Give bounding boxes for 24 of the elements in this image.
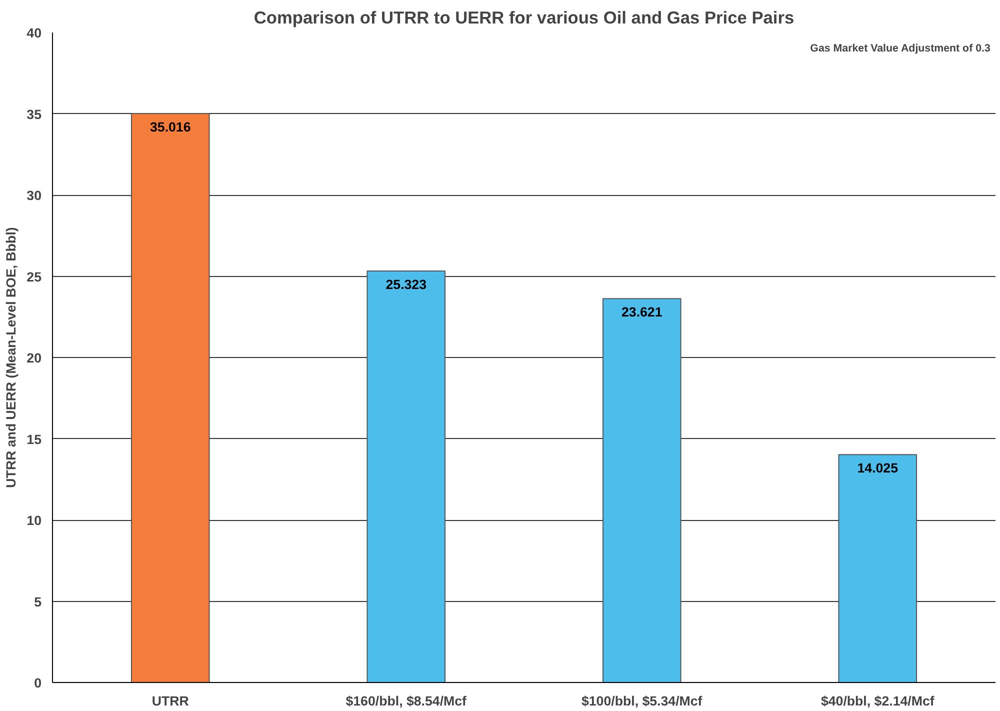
x-tick-label: $40/bbl, $2.14/Mcf <box>820 694 935 708</box>
bar <box>366 270 446 682</box>
y-tick-label: 40 <box>26 26 42 40</box>
y-tick-label: 0 <box>34 676 42 690</box>
x-tick-label: $160/bbl, $8.54/Mcf <box>346 694 468 708</box>
x-tick-label: UTRR <box>152 694 190 708</box>
data-label: 35.016 <box>150 119 191 134</box>
data-label: 14.025 <box>857 460 899 476</box>
y-tick-label: 10 <box>26 513 42 528</box>
bar <box>838 454 918 682</box>
y-tick-label: 25 <box>26 269 42 284</box>
annotation: Gas Market Value Adjustment of 0.3 <box>810 42 990 54</box>
x-tick-label: $100/bbl, $5.34/Mcf <box>582 694 703 708</box>
chart-title: Comparison of UTRR to UERR for various Oil and Gas Price Pairs <box>254 8 794 28</box>
y-tick-label: 35 <box>26 106 42 122</box>
y-tick-label: 5 <box>34 594 42 610</box>
bar <box>602 298 682 682</box>
y-tick-label: 30 <box>26 188 42 203</box>
y-tick-label: 20 <box>26 350 42 366</box>
data-label: 25.323 <box>386 277 427 292</box>
data-label: 23.621 <box>621 304 663 320</box>
y-axis-title: UTRR and UERR (Mean-Level BOE, Bbbl) <box>4 227 19 488</box>
bar <box>130 112 210 682</box>
y-tick-label: 15 <box>26 432 42 447</box>
